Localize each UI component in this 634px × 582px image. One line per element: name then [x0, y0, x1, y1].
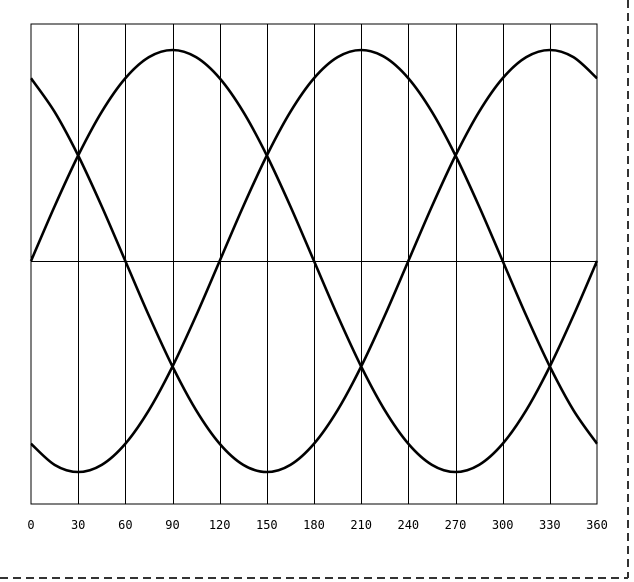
x-tick-label: 90 — [165, 518, 179, 532]
x-tick-label: 210 — [350, 518, 372, 532]
x-tick-label: 60 — [118, 518, 132, 532]
x-tick-label: 300 — [492, 518, 514, 532]
x-tick-label: 180 — [303, 518, 325, 532]
x-tick-label: 330 — [539, 518, 561, 532]
x-tick-label: 240 — [397, 518, 419, 532]
x-tick-label: 360 — [586, 518, 608, 532]
series-line-3 — [30, 48, 599, 474]
series-line-2 — [29, 48, 598, 474]
x-tick-label: 30 — [71, 518, 85, 532]
x-tick-label: 120 — [209, 518, 231, 532]
x-tick-label: 0 — [27, 518, 34, 532]
x-tick-label: 270 — [445, 518, 467, 532]
series-line-1 — [29, 48, 599, 474]
x-tick-label: 150 — [256, 518, 278, 532]
